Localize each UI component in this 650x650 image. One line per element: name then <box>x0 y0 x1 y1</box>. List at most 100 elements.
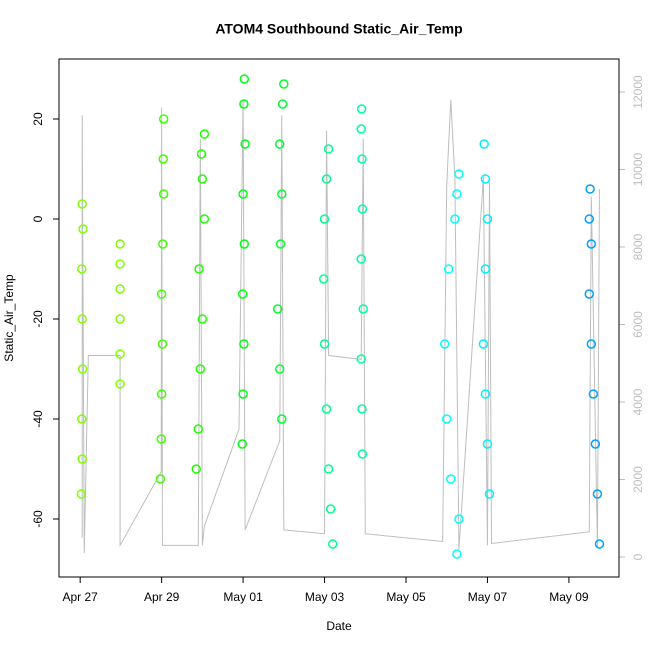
temp-point <box>484 489 495 499</box>
x-tick-label: May 09 <box>549 590 589 604</box>
temp-point <box>439 339 450 349</box>
temp-point <box>357 154 367 164</box>
temp-point <box>584 289 595 299</box>
temp-point <box>156 389 167 399</box>
temp-point <box>197 314 208 324</box>
temp-point <box>115 259 125 269</box>
temp-point <box>480 264 491 274</box>
temp-point <box>586 239 597 249</box>
temp-point <box>590 439 601 449</box>
x-tick-label: Apr 27 <box>62 590 98 604</box>
temp-point <box>239 239 250 249</box>
temp-point <box>319 214 330 224</box>
temp-point <box>279 79 289 89</box>
y2-tick-label: 8000 <box>631 233 645 260</box>
temp-point <box>357 404 367 414</box>
x-axis-label: Date <box>326 619 352 633</box>
temp-point <box>197 174 208 184</box>
x-tick-label: May 01 <box>223 590 263 604</box>
temp-point <box>592 489 603 499</box>
y-tick-label: -60 <box>31 510 45 528</box>
x-tick-label: Apr 29 <box>144 590 180 604</box>
temp-point <box>318 274 329 284</box>
temp-point <box>76 489 87 499</box>
temp-point <box>356 104 367 114</box>
temp-point <box>238 189 248 199</box>
temp-point <box>155 474 166 484</box>
temp-point <box>588 389 599 399</box>
temp-point <box>480 389 491 399</box>
temp-point <box>321 174 332 184</box>
temp-point <box>199 214 210 224</box>
temp-point <box>156 434 166 444</box>
x-tick-label: May 05 <box>386 590 426 604</box>
temp-point <box>274 139 285 149</box>
temp-point <box>239 74 250 84</box>
temp-point <box>238 389 248 399</box>
temp-point <box>357 204 368 214</box>
temp-point <box>77 454 87 464</box>
y2-tick-label: 10000 <box>631 153 645 187</box>
temp-point <box>274 364 285 374</box>
y2-tick-label: 4000 <box>631 388 645 415</box>
temp-point <box>272 304 283 314</box>
temp-point <box>277 99 288 109</box>
temp-point <box>478 339 489 349</box>
temp-point <box>454 514 464 524</box>
temp-point <box>157 339 168 349</box>
temp-point <box>191 464 202 474</box>
temp-point <box>454 169 464 179</box>
temp-point <box>357 449 368 459</box>
temp-point <box>239 339 249 349</box>
temp-point <box>78 224 88 234</box>
y2-tick-label: 2000 <box>631 466 645 493</box>
temp-point <box>586 339 597 349</box>
temp-point <box>585 184 595 194</box>
temp-point <box>321 404 332 414</box>
temp-point <box>482 214 493 224</box>
temp-point <box>327 539 338 549</box>
y2-tick-label: 6000 <box>631 311 645 338</box>
temp-point <box>194 264 204 274</box>
y-tick-label: 20 <box>31 112 45 126</box>
x-tick-label: May 07 <box>468 590 508 604</box>
temp-point <box>323 464 334 474</box>
temp-point <box>199 129 210 139</box>
temp-point <box>356 354 366 364</box>
temp-point <box>239 99 249 109</box>
temp-point <box>356 254 366 264</box>
temp-point <box>196 149 207 159</box>
temp-point <box>77 314 87 324</box>
temp-point <box>319 339 330 349</box>
y-tick-label: -40 <box>31 410 45 428</box>
temp-point <box>277 189 287 199</box>
temp-point <box>195 364 206 374</box>
temp-point <box>356 124 366 134</box>
temp-point <box>441 414 452 424</box>
temp-point <box>479 139 489 149</box>
temp-point <box>77 264 87 274</box>
temp-point <box>450 214 460 224</box>
temp-point <box>325 504 336 514</box>
temp-point <box>156 289 167 299</box>
temp-point <box>115 284 125 294</box>
temp-point <box>444 264 454 274</box>
temp-point <box>594 539 605 549</box>
temp-point <box>446 474 456 484</box>
y-axis-label: Static_Air_Temp <box>2 274 16 362</box>
temp-point <box>358 304 368 314</box>
temp-point <box>240 139 250 149</box>
y-tick-label: -20 <box>31 310 45 328</box>
temp-point <box>115 239 125 249</box>
temp-point <box>115 349 125 359</box>
temp-point <box>158 114 169 124</box>
temp-point <box>158 189 169 199</box>
chart-title: ATOM4 Southbound Static_Air_Temp <box>215 21 462 37</box>
temp-point <box>77 199 87 209</box>
temp-point <box>77 364 88 374</box>
temp-point <box>452 549 462 559</box>
temp-point <box>193 424 204 434</box>
temp-point <box>275 239 286 249</box>
